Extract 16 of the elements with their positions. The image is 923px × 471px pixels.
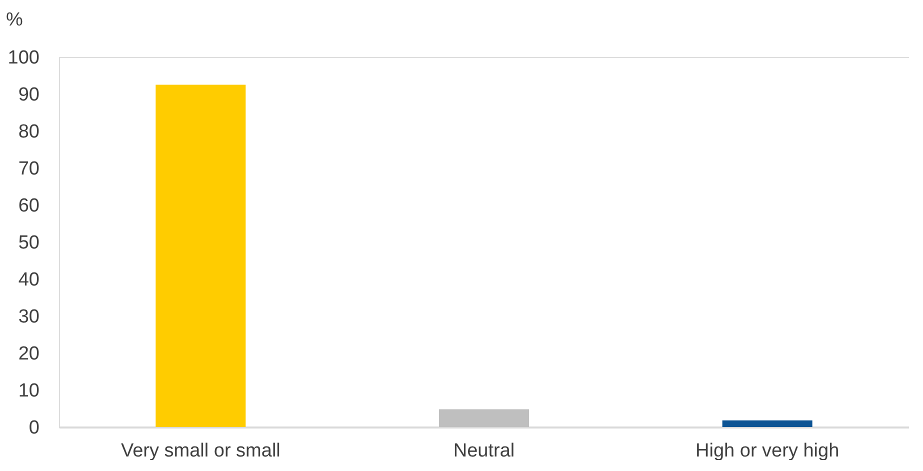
y-tick-label: 90 [18, 84, 40, 106]
y-tick-label: 30 [18, 306, 40, 328]
y-tick-label: 0 [28, 418, 40, 438]
bar [439, 409, 529, 427]
y-tick-label: 20 [18, 344, 40, 364]
bar [156, 84, 246, 427]
x-tick-label: Neutral [453, 440, 515, 462]
y-axis-title: % [6, 10, 24, 30]
bar [722, 420, 812, 427]
y-tick-label: 10 [18, 380, 40, 402]
y-tick-label: 70 [18, 158, 40, 180]
y-tick-label: 50 [18, 232, 40, 254]
y-tick-label: 40 [18, 270, 40, 290]
y-tick-label: 80 [18, 122, 40, 142]
y-tick-label: 100 [8, 48, 40, 68]
y-tick-label: 60 [18, 196, 40, 216]
